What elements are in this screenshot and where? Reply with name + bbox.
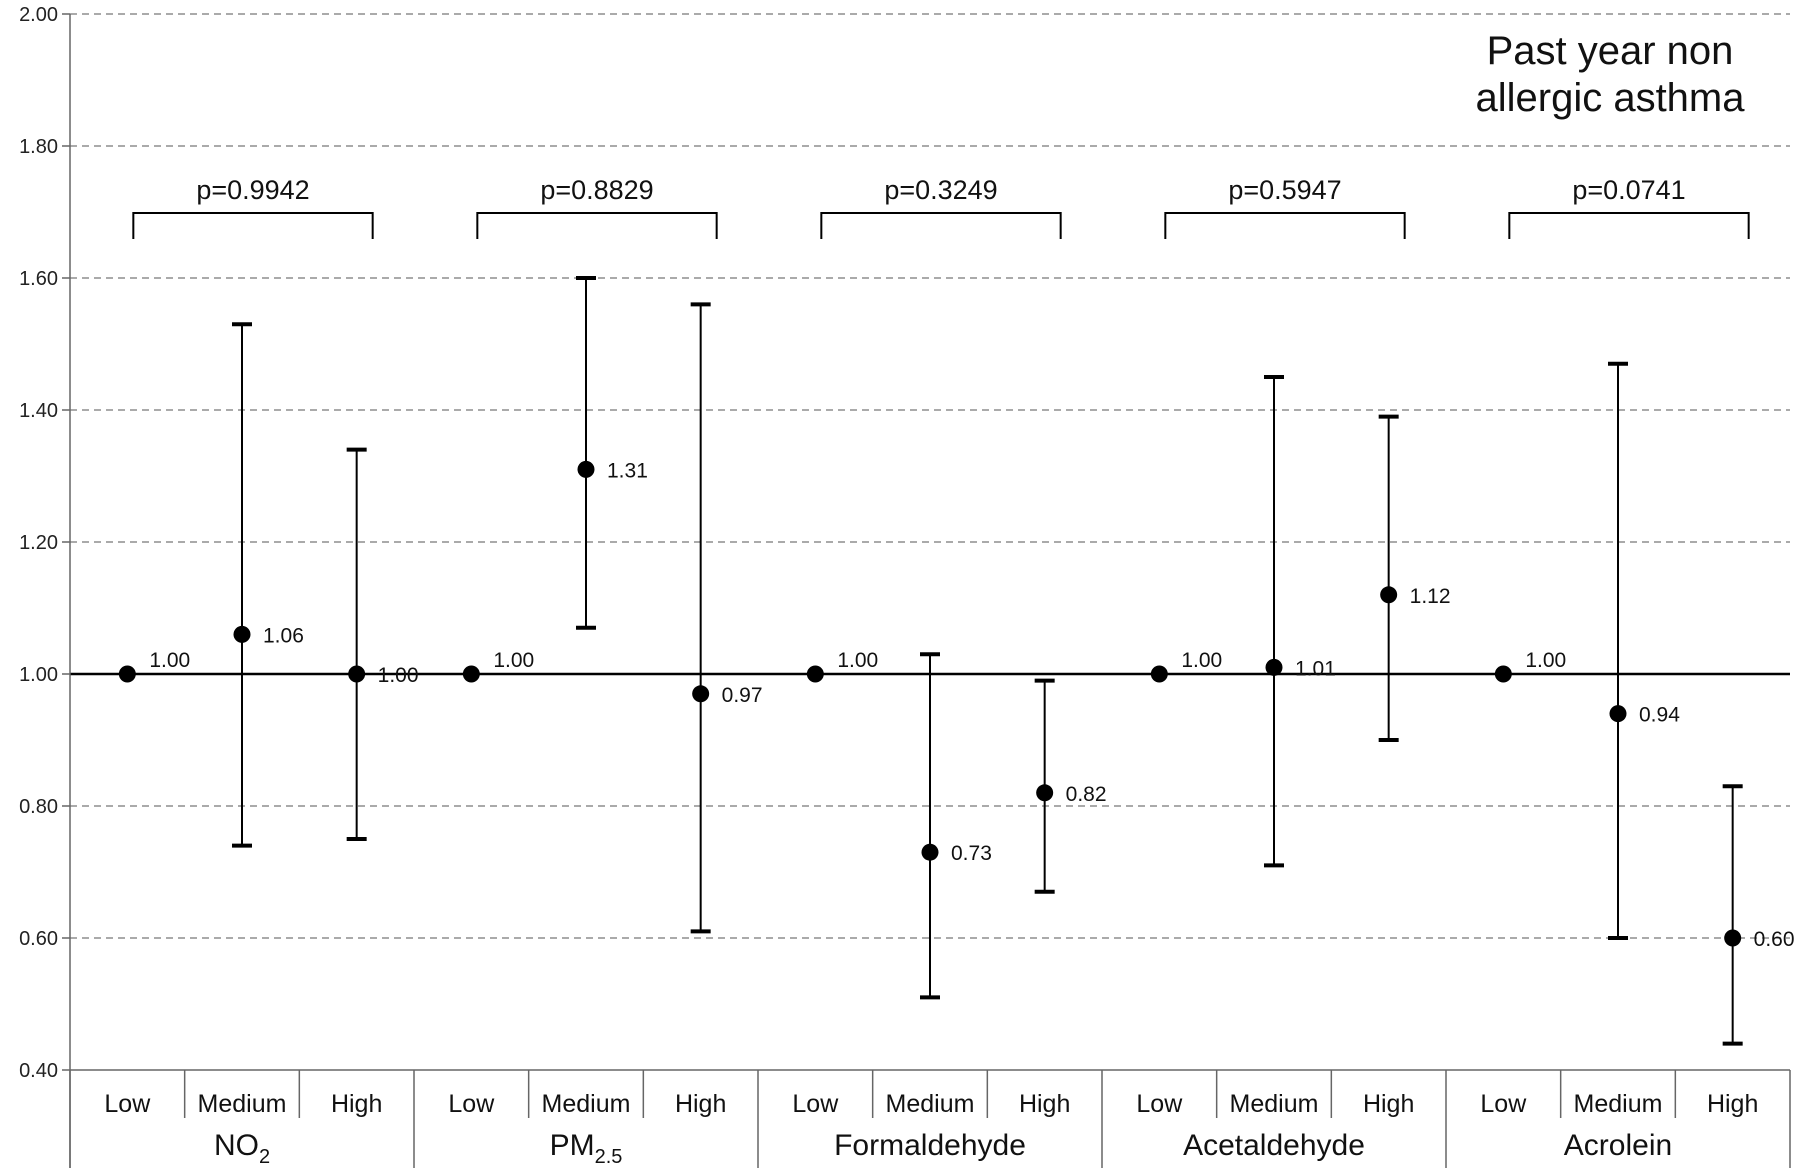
data-label: 1.31 — [607, 459, 648, 482]
data-label: 1.06 — [263, 624, 304, 647]
p-value-label: p=0.3249 — [884, 175, 997, 205]
p-value-label: p=0.0741 — [1572, 175, 1685, 205]
level-label: Medium — [1574, 1090, 1663, 1118]
data-point — [1150, 665, 1168, 683]
y-tick-label: 1.60 — [19, 268, 58, 290]
data-point — [233, 625, 251, 643]
level-label: High — [1707, 1090, 1758, 1118]
y-tick-label: 0.60 — [19, 928, 58, 950]
p-value-label: p=0.5947 — [1228, 175, 1341, 205]
data-label: 1.00 — [1525, 649, 1566, 672]
data-label: 0.60 — [1754, 928, 1795, 951]
group-label: NO2 — [214, 1129, 270, 1168]
level-label: Low — [1480, 1090, 1527, 1118]
data-point — [921, 843, 939, 861]
level-label: Low — [792, 1090, 839, 1118]
group-label: PM2.5 — [550, 1129, 623, 1168]
data-point — [462, 665, 480, 683]
p-value-label: p=0.9942 — [196, 175, 309, 205]
y-tick-label: 1.20 — [19, 532, 58, 554]
level-label: Low — [1136, 1090, 1183, 1118]
chart-title-line: Past year non — [1487, 29, 1734, 73]
group-label: Acrolein — [1564, 1129, 1672, 1162]
y-tick-label: 0.40 — [19, 1060, 58, 1082]
level-label: High — [1019, 1090, 1070, 1118]
level-label: Medium — [198, 1090, 287, 1118]
data-point — [1380, 586, 1398, 604]
p-value-bracket — [476, 212, 718, 239]
data-label: 1.00 — [837, 649, 878, 672]
p-value-label: p=0.8829 — [540, 175, 653, 205]
data-label: 1.00 — [493, 649, 534, 672]
y-tick-label: 2.00 — [19, 4, 58, 26]
chart-title-line: allergic asthma — [1475, 76, 1745, 120]
p-value-brackets: p=0.9942 p=0.8829 p=0.3249 p=0.5947 p=0.0741 — [132, 175, 1750, 239]
level-label: High — [1363, 1090, 1414, 1118]
data-point — [692, 685, 710, 703]
y-tick-label: 1.40 — [19, 400, 58, 422]
level-label: Low — [448, 1090, 495, 1118]
data-label: 1.00 — [378, 664, 419, 687]
data-label: 1.12 — [1410, 585, 1451, 608]
data-point — [348, 665, 366, 683]
data-labels: 1.00 1.06 1.00 1.00 1.31 0.97 1.00 0.73 0.82 1.00… — [149, 459, 1794, 951]
level-label: Low — [104, 1090, 151, 1118]
error-bars — [232, 276, 1743, 1046]
data-point — [806, 665, 824, 683]
y-tick-label: 1.80 — [19, 136, 58, 158]
p-value-bracket — [132, 212, 374, 239]
data-points — [118, 460, 1742, 947]
data-point — [1265, 658, 1283, 676]
data-point — [1036, 784, 1054, 802]
data-point — [1609, 705, 1627, 723]
data-label: 0.82 — [1066, 783, 1107, 806]
data-label: 1.00 — [149, 649, 190, 672]
data-point — [1494, 665, 1512, 683]
axis-layer: 0.40 0.60 0.80 1.00 1.20 1.40 1.60 1.80 2.00 Low M… — [19, 4, 1791, 1168]
data-point — [577, 460, 595, 478]
y-tick-label: 1.00 — [19, 664, 58, 686]
data-point — [118, 665, 136, 683]
p-value-bracket — [1164, 212, 1406, 239]
data-label: 0.97 — [722, 684, 763, 707]
level-label: High — [675, 1090, 726, 1118]
level-label: Medium — [886, 1090, 975, 1118]
data-label: 1.00 — [1181, 649, 1222, 672]
y-tick-label: 0.80 — [19, 796, 58, 818]
level-label: High — [331, 1090, 382, 1118]
level-label: Medium — [542, 1090, 631, 1118]
data-label: 0.94 — [1639, 704, 1680, 727]
data-label: 1.01 — [1295, 657, 1336, 680]
data-point — [1724, 929, 1742, 947]
group-label: Acetaldehyde — [1183, 1129, 1365, 1162]
p-value-bracket — [1508, 212, 1750, 239]
level-label: Medium — [1230, 1090, 1319, 1118]
group-label: Formaldehyde — [834, 1129, 1026, 1162]
p-value-bracket — [820, 212, 1062, 239]
data-label: 0.73 — [951, 842, 992, 865]
